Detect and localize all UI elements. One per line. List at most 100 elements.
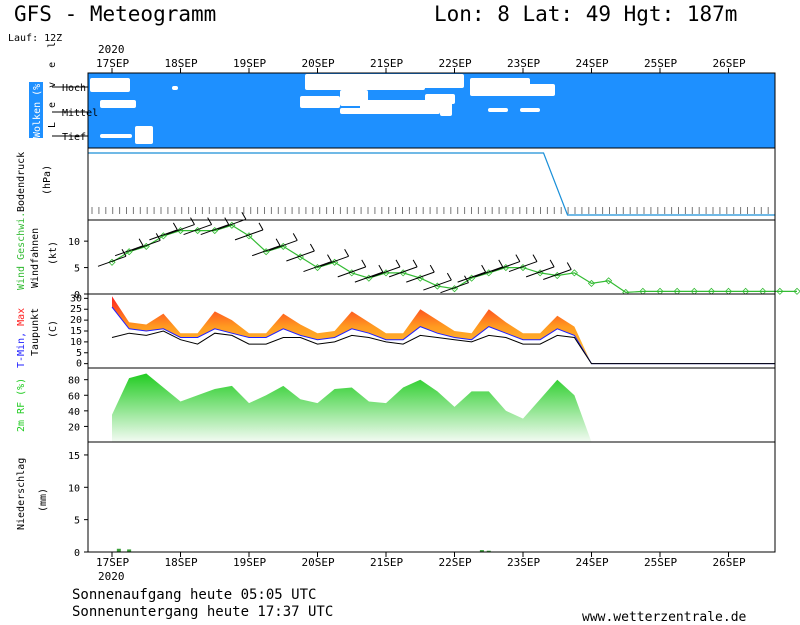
precip-bar: [116, 548, 121, 552]
cloud-patch: [100, 100, 136, 108]
precip-unit: (mm): [38, 488, 49, 512]
date-label-top: 23SEP: [507, 57, 540, 70]
cloud-patch: [172, 86, 178, 90]
wind-barb-flag: [172, 222, 178, 231]
wind-point: [639, 287, 647, 295]
wind-point: [159, 232, 167, 240]
wind-barb: [457, 271, 486, 283]
wind-barb: [508, 261, 538, 273]
wind-panel: [87, 219, 776, 295]
wind-point: [433, 282, 441, 290]
wind-point: [502, 264, 510, 272]
cloud-level-label: Tief: [62, 132, 86, 143]
location-info: Lon: 8 Lat: 49 Hgt: 187m: [434, 2, 738, 26]
wind-barb: [371, 266, 401, 278]
wind-point: [605, 277, 613, 285]
date-label-bottom: 23SEP: [507, 556, 540, 569]
date-label-top: 26SEP: [713, 57, 746, 70]
year-top: 2020: [98, 43, 125, 56]
wind-point: [468, 274, 476, 282]
precip-bar: [479, 550, 484, 552]
wind-barb-flag: [207, 217, 213, 225]
date-label-top: 17SEP: [96, 57, 129, 70]
wind-point: [570, 269, 578, 277]
wind-barb-flag: [498, 259, 504, 268]
wind-unit: (kt): [48, 241, 59, 265]
wind-barb: [217, 218, 247, 230]
wind-point: [587, 279, 596, 287]
wind-barb: [491, 261, 521, 273]
wind-point: [262, 248, 270, 256]
wind-ylabel: Wind Geschwi.: [16, 212, 27, 290]
wind-barb: [543, 269, 572, 280]
wind-point: [673, 287, 681, 295]
chart-title: GFS - Meteogramm: [14, 2, 217, 26]
wind-barb: [406, 271, 435, 283]
wind-barb-flag: [292, 233, 298, 241]
temp-ytick-label: 5: [76, 348, 82, 359]
date-label-bottom: 17SEP: [96, 556, 129, 569]
wind-barb-flag: [515, 254, 521, 262]
precip-panel: [87, 441, 776, 553]
model-run: Lauf: 12Z: [8, 33, 63, 44]
wind-barb-flag: [549, 259, 555, 268]
wind-barb: [234, 229, 264, 241]
cloud-patch: [520, 108, 540, 112]
date-label-top: 25SEP: [644, 57, 677, 70]
wind-point: [211, 227, 219, 235]
wind-barb: [251, 245, 281, 257]
source-url: www.wetterzentrale.de: [582, 610, 747, 625]
wind-point: [194, 227, 202, 235]
pressure-line: [88, 152, 775, 216]
wind-barb-flag: [258, 222, 264, 231]
sunset-text: Sonnenuntergang heute 17:37 UTC: [72, 604, 334, 620]
wind-barb-flag: [361, 259, 367, 268]
wind-barb-flag: [275, 238, 281, 246]
wind-barb-flag: [566, 262, 572, 270]
wind-point: [313, 264, 322, 272]
rh-ytick-label: 20: [68, 422, 80, 433]
wind-barb: [354, 271, 384, 283]
wind-ytick-label: 0: [74, 290, 80, 301]
wind-barb-flag: [378, 264, 384, 273]
wind-barb: [388, 266, 418, 278]
cloud-patch: [110, 82, 130, 90]
date-label-top: 19SEP: [233, 57, 266, 70]
wind-point: [707, 287, 715, 295]
temp-unit: (C): [48, 320, 59, 338]
rh-ytick-label: 60: [68, 391, 80, 402]
wind-ytick-label: 5: [74, 264, 80, 275]
precip-bar: [127, 549, 132, 552]
temp-ylabel2: Taupunkt: [30, 308, 41, 356]
wind-point: [365, 274, 373, 282]
wind-point: [399, 269, 407, 277]
cloud-patch: [386, 104, 426, 110]
wind-barb: [97, 255, 127, 267]
wind-barb: [337, 266, 366, 278]
wind-point: [776, 287, 784, 295]
wind-barb-flag: [395, 259, 401, 268]
date-label-bottom: 21SEP: [370, 556, 403, 569]
wind-barb-flag: [309, 243, 315, 252]
wind-barb: [269, 239, 298, 251]
precip-ylabel: Niederschlag: [16, 458, 27, 530]
precip-ytick-label: 15: [68, 451, 80, 462]
dewpoint-line: [111, 330, 776, 365]
date-label-top: 20SEP: [302, 57, 335, 70]
wind-point: [279, 242, 287, 250]
wind-point: [176, 227, 185, 235]
wind-point: [296, 253, 304, 261]
wind-barb-flag: [532, 254, 538, 262]
meteogram-frame: [87, 72, 776, 553]
wind-barb-flag: [224, 217, 230, 225]
cloud-ylabel: Wolken (%): [32, 78, 43, 138]
temp-ylabel: T-Min, Max: [16, 308, 27, 368]
wind-speed-line: [111, 224, 797, 294]
cloud-patch: [500, 84, 555, 96]
wind-point: [759, 287, 767, 295]
wind-barb: [525, 266, 555, 278]
cloud-patch: [305, 74, 425, 90]
rh-area: [112, 373, 592, 442]
date-label-bottom: 26SEP: [713, 556, 746, 569]
